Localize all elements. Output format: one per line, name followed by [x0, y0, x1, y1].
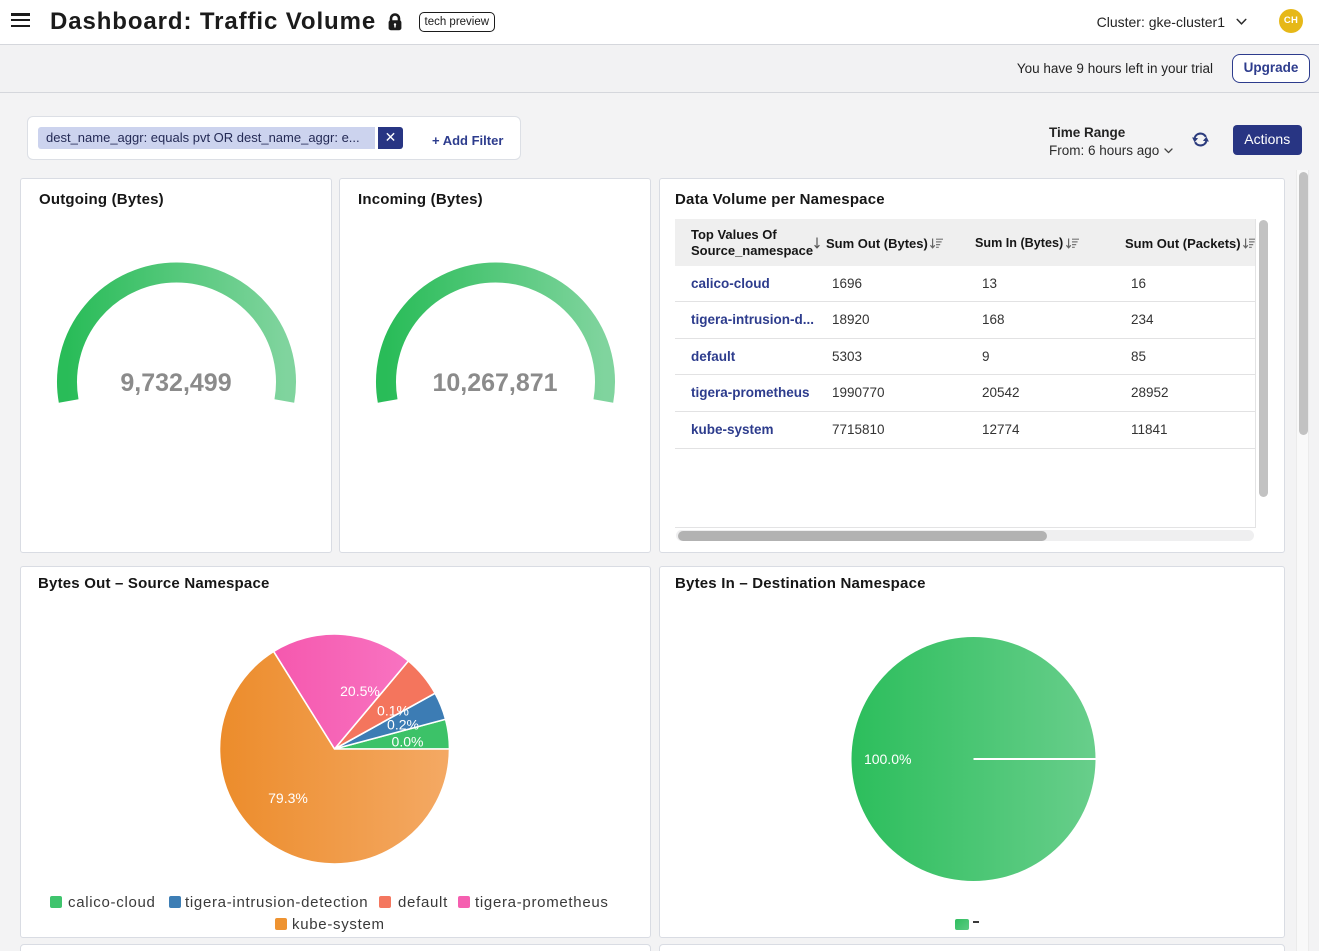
svg-text:20.5%: 20.5% — [340, 683, 380, 699]
svg-text:0.1%: 0.1% — [377, 703, 409, 719]
svg-text:0.2%: 0.2% — [387, 717, 419, 733]
svg-text:0.0%: 0.0% — [392, 734, 424, 750]
svg-text:79.3%: 79.3% — [268, 790, 308, 806]
svg-text:100.0%: 100.0% — [864, 751, 911, 767]
